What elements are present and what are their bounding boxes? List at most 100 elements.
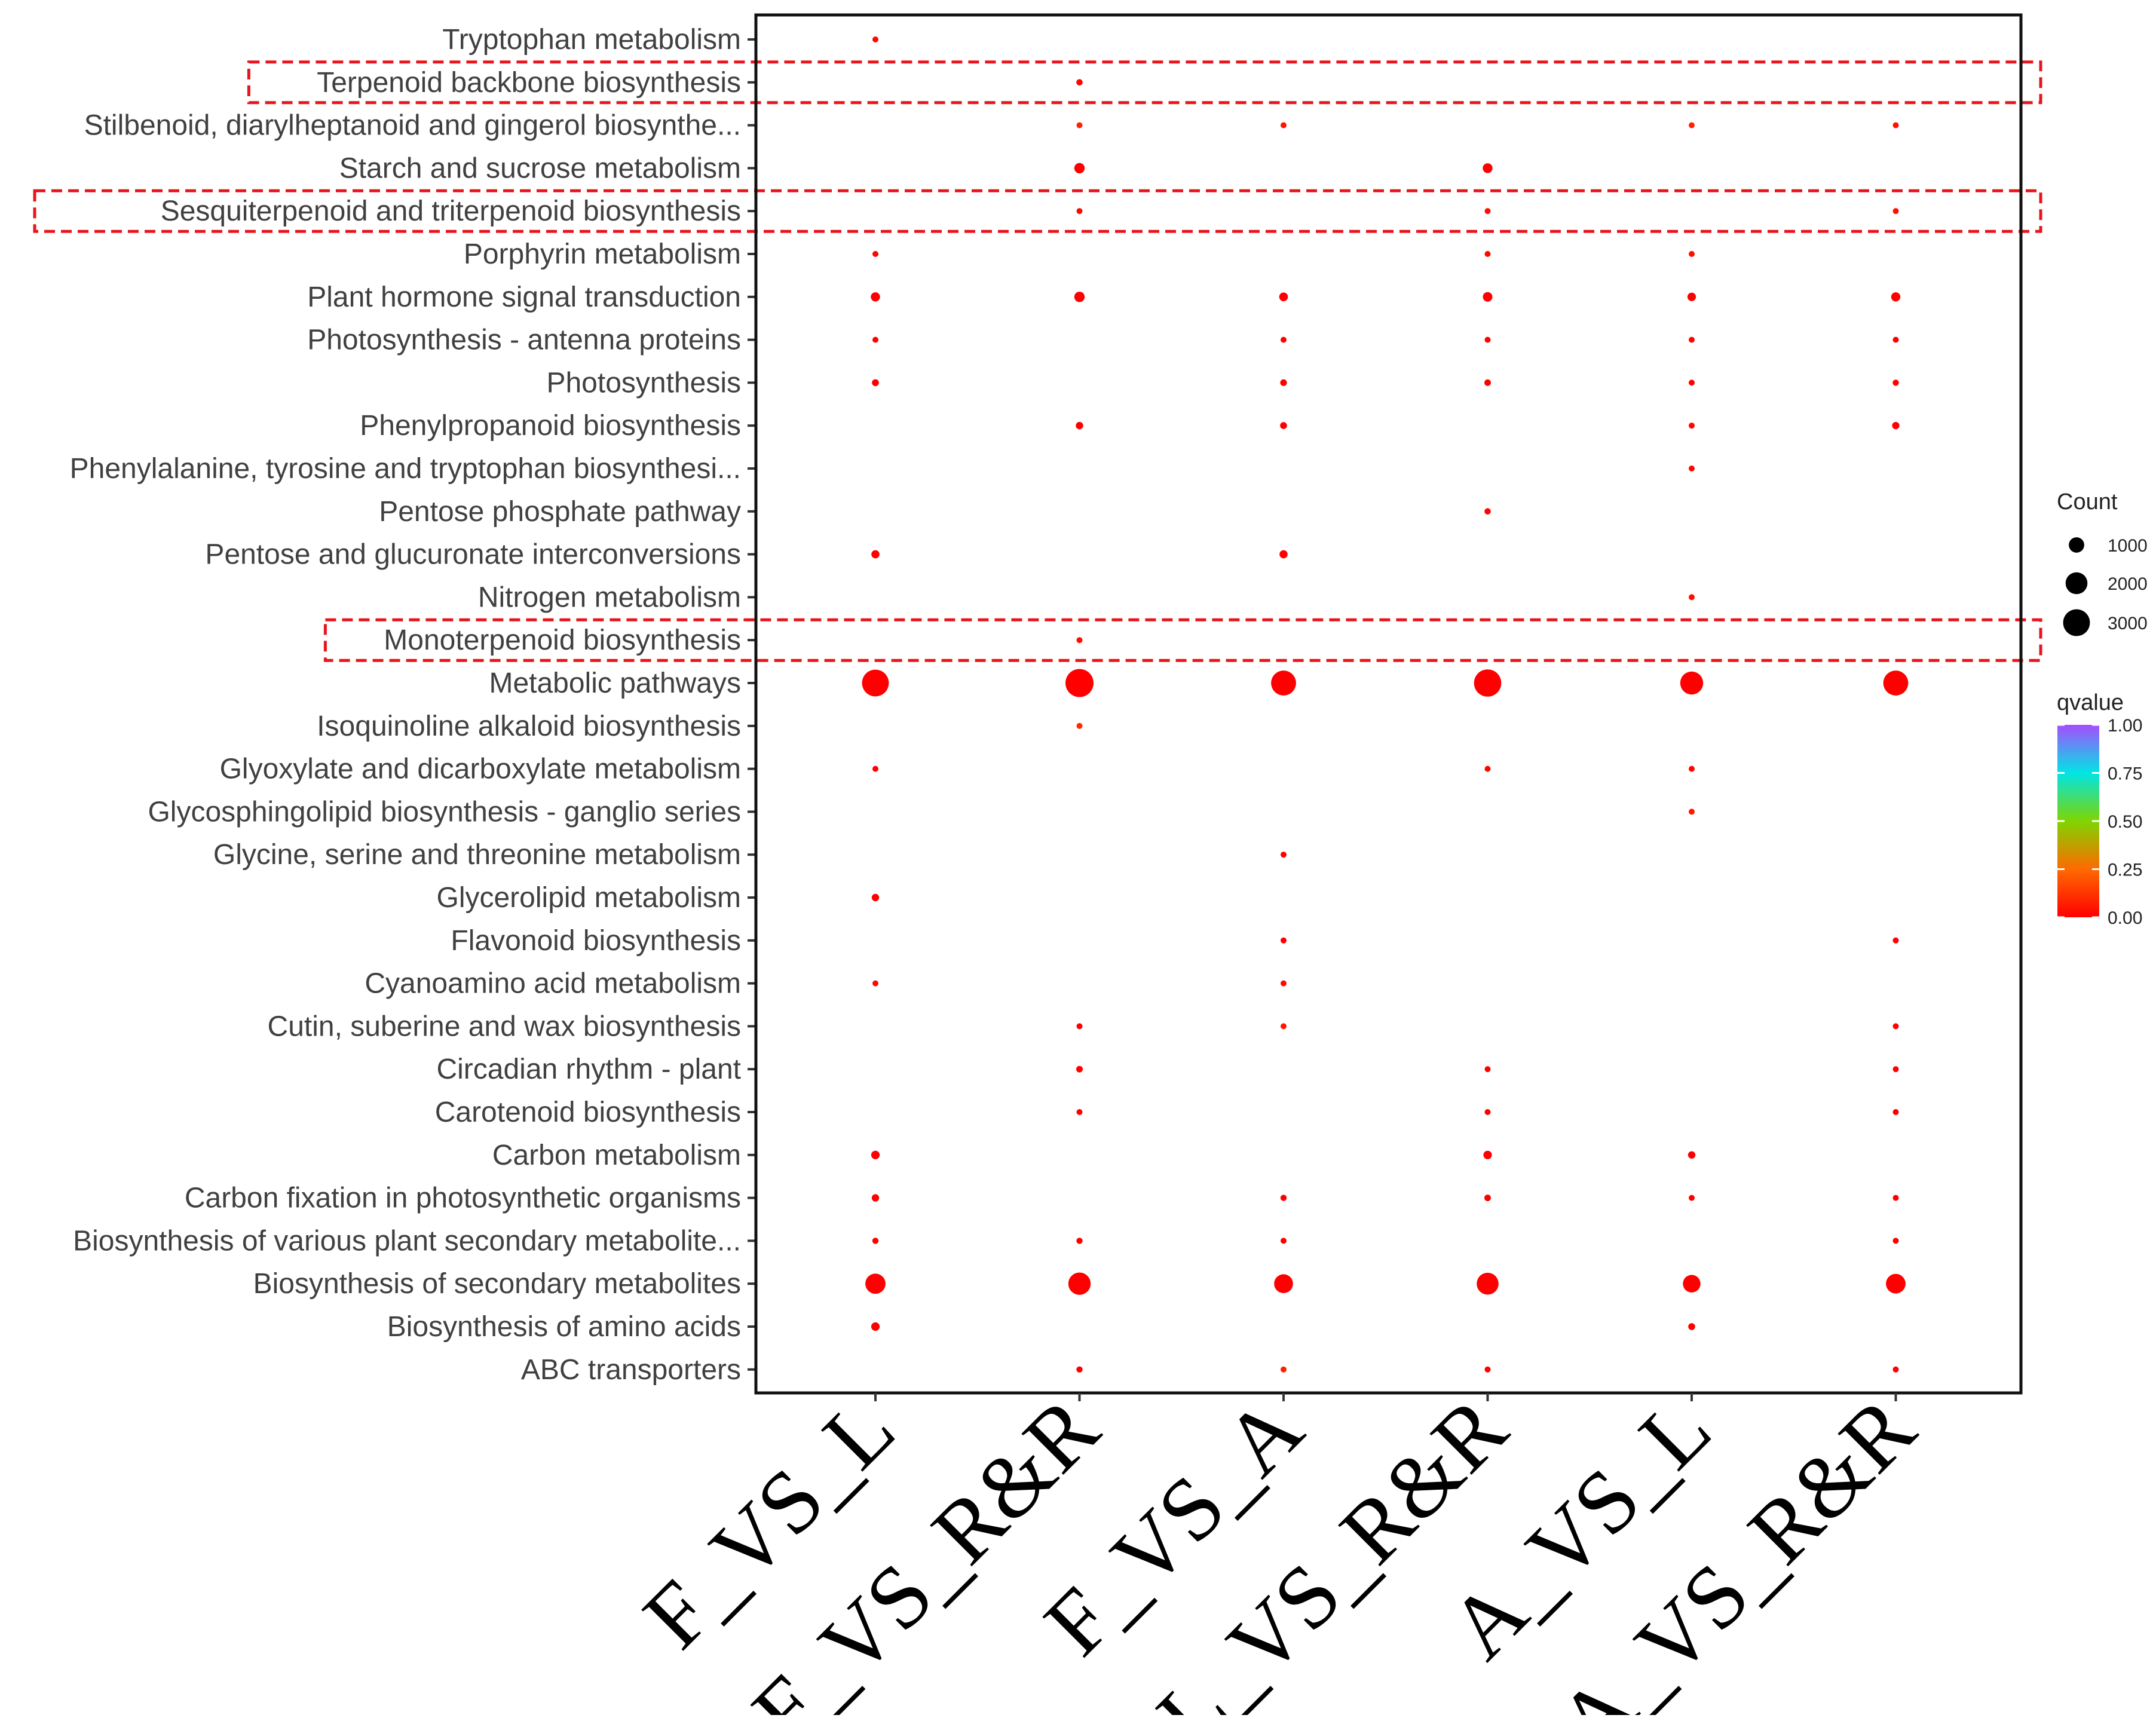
color-legend-label: 0.25 [2108, 860, 2142, 880]
bubble-f-vs-l-plant-hormone-signal-transduction [871, 292, 880, 302]
bubble-f-vs-l-photosynthesis-antenna-proteins [872, 336, 878, 343]
bubble-a-vs-l-plant-hormone-signal-transduction [1687, 292, 1696, 301]
bubble-l-vs-randr-sesquiterpenoid-and-triterpenoid-biosynthesis [1484, 208, 1491, 215]
y-tick-label: Flavonoid biosynthesis [451, 925, 741, 957]
size-legend-key [2063, 609, 2090, 636]
x-axis-ticks [874, 1393, 1897, 1401]
bubble-a-vs-l-carbon-metabolism [1688, 1151, 1696, 1159]
bubble-f-vs-randr-terpenoid-backbone-biosynthesis [1076, 79, 1083, 86]
y-tick-label: Glycosphingolipid biosynthesis - ganglio… [148, 796, 741, 828]
bubble-a-vs-randr-circadian-rhythm-plant [1892, 1066, 1899, 1073]
bubble-f-vs-randr-phenylpropanoid-biosynthesis [1076, 422, 1083, 430]
size-legend-key [2065, 572, 2088, 595]
bubble-a-vs-randr-metabolic-pathways [1883, 670, 1909, 696]
bubble-f-vs-l-pentose-and-glucuronate-interconversions [871, 550, 880, 559]
bubble-f-vs-randr-stilbenoid-diarylheptanoid-and-gingerol-biosynthe [1076, 122, 1083, 128]
bubble-f-vs-randr-monoterpenoid-biosynthesis [1076, 637, 1083, 644]
color-legend-title: qvalue [2057, 690, 2124, 715]
y-tick-label: Photosynthesis - antenna proteins [307, 324, 741, 356]
y-tick-label: Carbon metabolism [492, 1140, 741, 1171]
y-tick-label: Biosynthesis of various plant secondary … [73, 1225, 741, 1257]
bubble-f-vs-l-metabolic-pathways [862, 669, 889, 697]
bubble-f-vs-randr-plant-hormone-signal-transduction [1074, 292, 1085, 302]
y-tick-label: Metabolic pathways [489, 667, 741, 699]
bubble-a-vs-randr-stilbenoid-diarylheptanoid-and-gingerol-biosynthe [1892, 122, 1899, 128]
y-tick-label: Phenylalanine, tyrosine and tryptophan b… [70, 453, 741, 485]
bubble-l-vs-randr-glyoxylate-and-dicarboxylate-metabolism [1484, 765, 1491, 772]
bubble-a-vs-randr-carbon-fixation-in-photosynthetic-organisms [1892, 1195, 1899, 1201]
bubble-a-vs-randr-photosynthesis-antenna-proteins [1892, 336, 1899, 343]
y-tick-label: Nitrogen metabolism [478, 581, 741, 613]
bubble-f-vs-l-tryptophan-metabolism [872, 36, 878, 42]
bubble-a-vs-l-biosynthesis-of-amino-acids [1688, 1323, 1695, 1330]
y-tick-label: Plant hormone signal transduction [307, 281, 741, 313]
size-legend-title: Count [2057, 489, 2118, 515]
bubble-f-vs-a-metabolic-pathways [1271, 670, 1296, 696]
y-tick-label: Starch and sucrose metabolism [339, 152, 741, 184]
bubble-f-vs-randr-cutin-suberine-and-wax-biosynthesis [1076, 1023, 1083, 1030]
bubble-a-vs-randr-plant-hormone-signal-transduction [1891, 292, 1901, 302]
bubble-f-vs-a-cyanoamino-acid-metabolism [1281, 980, 1287, 987]
bubble-f-vs-randr-carotenoid-biosynthesis [1076, 1109, 1083, 1115]
bubble-l-vs-randr-biosynthesis-of-secondary-metabolites [1477, 1272, 1499, 1295]
bubble-f-vs-l-glycerolipid-metabolism [871, 893, 880, 902]
size-legend: Count 1000 2000 3000 [2057, 489, 2148, 636]
bubble-f-vs-a-plant-hormone-signal-transduction [1279, 292, 1288, 302]
bubble-a-vs-randr-photosynthesis [1892, 379, 1899, 386]
y-tick-label: Phenylpropanoid biosynthesis [360, 410, 741, 442]
bubble-f-vs-a-carbon-fixation-in-photosynthetic-organisms [1280, 1195, 1287, 1201]
bubble-l-vs-randr-photosynthesis [1484, 379, 1491, 386]
bubble-f-vs-randr-sesquiterpenoid-and-triterpenoid-biosynthesis [1076, 208, 1083, 215]
bubble-a-vs-l-stilbenoid-diarylheptanoid-and-gingerol-biosynthe [1689, 122, 1695, 128]
y-tick-label: Monoterpenoid biosynthesis [384, 624, 741, 656]
size-legend-key [2069, 537, 2084, 553]
bubble-l-vs-randr-metabolic-pathways [1474, 669, 1502, 697]
bubble-a-vs-randr-carotenoid-biosynthesis [1892, 1109, 1899, 1115]
bubble-a-vs-l-carbon-fixation-in-photosynthetic-organisms [1689, 1195, 1695, 1201]
bubble-f-vs-l-carbon-fixation-in-photosynthetic-organisms [871, 1194, 880, 1202]
y-tick-label: Carbon fixation in photosynthetic organi… [185, 1183, 741, 1214]
bubble-f-vs-randr-biosynthesis-of-various-plant-secondary-metabolite [1076, 1238, 1083, 1244]
y-tick-label: Circadian rhythm - plant [436, 1054, 741, 1085]
size-legend-label: 3000 [2108, 614, 2148, 633]
bubble-a-vs-l-glycosphingolipid-biosynthesis-ganglio-series [1689, 809, 1695, 815]
bubble-l-vs-randr-carbon-metabolism [1483, 1150, 1492, 1159]
color-legend-label: 0.00 [2108, 908, 2142, 928]
y-tick-label: Pentose and glucuronate interconversions [205, 539, 741, 571]
bubble-f-vs-a-stilbenoid-diarylheptanoid-and-gingerol-biosynthe [1281, 122, 1287, 128]
bubble-l-vs-randr-abc-transporters [1484, 1366, 1491, 1373]
bubble-f-vs-randr-circadian-rhythm-plant [1076, 1065, 1083, 1073]
bubble-f-vs-l-biosynthesis-of-various-plant-secondary-metabolite [872, 1238, 879, 1244]
bubble-a-vs-randr-flavonoid-biosynthesis [1892, 937, 1899, 944]
bubble-l-vs-randr-carbon-fixation-in-photosynthetic-organisms [1484, 1195, 1491, 1202]
bubble-a-vs-l-glyoxylate-and-dicarboxylate-metabolism [1689, 765, 1695, 772]
size-legend-label: 1000 [2108, 536, 2148, 556]
bubble-a-vs-l-photosynthesis [1689, 379, 1695, 386]
bubble-f-vs-a-flavonoid-biosynthesis [1281, 937, 1287, 944]
y-tick-label: Biosynthesis of amino acids [387, 1311, 741, 1343]
bubble-a-vs-l-nitrogen-metabolism [1689, 594, 1695, 601]
bubble-f-vs-l-photosynthesis [872, 379, 879, 387]
bubble-a-vs-l-porphyrin-metabolism [1689, 251, 1695, 257]
highlight-box-terpenoid-backbone-biosynthesis [247, 60, 2042, 105]
bubble-f-vs-a-biosynthesis-of-various-plant-secondary-metabolite [1281, 1238, 1287, 1244]
bubble-f-vs-a-photosynthesis [1280, 379, 1287, 387]
y-tick-label: Tryptophan metabolism [442, 24, 741, 56]
y-tick-label: Isoquinoline alkaloid biosynthesis [317, 711, 741, 742]
y-axis-labels: Tryptophan metabolism Terpenoid backbone … [70, 24, 741, 1386]
color-legend-label: 0.75 [2108, 764, 2142, 784]
data-points [862, 36, 1909, 1373]
bubble-a-vs-randr-cutin-suberine-and-wax-biosynthesis [1892, 1023, 1899, 1030]
bubble-f-vs-l-biosynthesis-of-amino-acids [871, 1322, 880, 1331]
y-tick-label: Photosynthesis [546, 367, 741, 399]
size-legend-label: 2000 [2108, 574, 2148, 594]
bubble-l-vs-randr-pentose-phosphate-pathway [1484, 508, 1491, 515]
bubble-f-vs-a-pentose-and-glucuronate-interconversions [1279, 550, 1288, 559]
y-tick-label: Pentose phosphate pathway [379, 496, 741, 528]
bubble-f-vs-a-glycine-serine-and-threonine-metabolism [1281, 852, 1287, 858]
bubble-a-vs-l-metabolic-pathways [1680, 671, 1704, 695]
y-tick-label: Sesquiterpenoid and triterpenoid biosynt… [161, 195, 741, 227]
